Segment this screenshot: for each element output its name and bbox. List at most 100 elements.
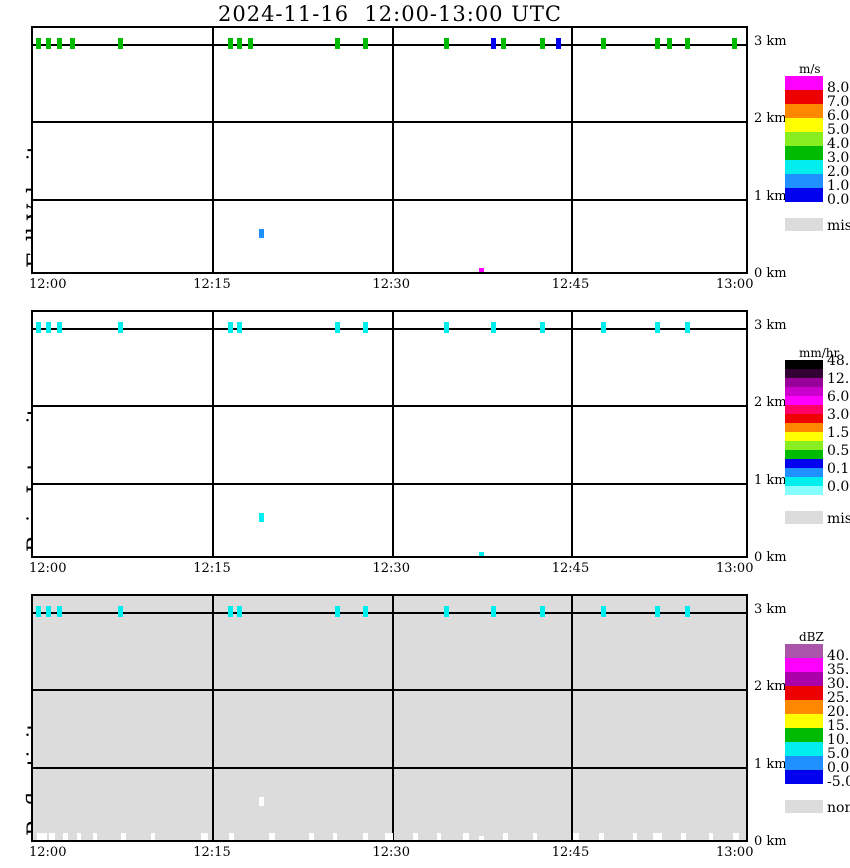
data-mark bbox=[335, 606, 341, 617]
x-tick-rain-intensity-4: 13:00 bbox=[716, 561, 754, 576]
colorbar-tick-rain-intensity-3: 3.0 bbox=[827, 407, 850, 423]
data-mark bbox=[443, 606, 449, 617]
colorbar-reflectivity: 40.035.030.025.020.015.010.05.00.0-5.0 no… bbox=[785, 644, 850, 818]
data-mark bbox=[655, 38, 661, 49]
gridline-h-2km bbox=[33, 405, 746, 407]
data-mark bbox=[117, 606, 123, 617]
colorbar-tick-reflectivity-4: 20.0 bbox=[827, 704, 850, 720]
bottom-gap-14 bbox=[413, 833, 418, 840]
colorbar-tick-rain-intensity-5: 0.5 bbox=[827, 443, 850, 459]
x-tick-fall-velocity-1: 12:15 bbox=[193, 277, 231, 292]
x-tick-rain-intensity-3: 12:45 bbox=[551, 561, 590, 576]
colorbar-unit-fall-velocity: m/s bbox=[799, 62, 821, 76]
colorbar-tick-reflectivity-8: 0.0 bbox=[827, 760, 850, 776]
gridline-h-2km bbox=[33, 689, 746, 691]
colorbar-tick-fall-velocity-2: 6.0 bbox=[827, 108, 850, 124]
y-tick-rain-intensity-2: 1 km bbox=[754, 472, 787, 488]
colorbar-tick-reflectivity-7: 5.0 bbox=[827, 746, 850, 762]
data-mark bbox=[56, 38, 62, 49]
data-mark bbox=[539, 606, 545, 617]
gridline-h-3km bbox=[33, 611, 746, 614]
bottom-gap-8 bbox=[229, 833, 234, 840]
gridline-v-30min bbox=[391, 28, 394, 272]
x-tick-fall-velocity-2: 12:30 bbox=[372, 277, 410, 292]
x-tick-reflectivity-1: 12:15 bbox=[193, 845, 231, 860]
data-mark bbox=[478, 551, 484, 556]
data-mark bbox=[490, 322, 496, 333]
colorbar-tick-rain-intensity-7: 0.0 bbox=[827, 479, 850, 495]
bottom-gap-24 bbox=[709, 833, 713, 840]
colorbar-tick-rain-intensity-2: 6.0 bbox=[827, 389, 850, 405]
gridline-h-3km bbox=[33, 43, 746, 46]
x-tick-reflectivity-3: 12:45 bbox=[551, 845, 590, 860]
y-tick-fall-velocity-2: 1 km bbox=[754, 188, 787, 204]
data-mark bbox=[685, 38, 691, 49]
colorbar-band bbox=[785, 414, 823, 423]
data-mark bbox=[443, 38, 449, 49]
colorbar-tick-rain-intensity-1: 12.0 bbox=[827, 371, 850, 387]
y-tick-fall-velocity-3: 0 km bbox=[754, 266, 787, 281]
colorbar-unit-reflectivity: dBZ bbox=[799, 630, 824, 644]
data-mark bbox=[36, 606, 42, 617]
colorbar-missing-swatch-reflectivity bbox=[785, 800, 823, 813]
colorbar-band bbox=[785, 756, 823, 770]
data-mark bbox=[227, 606, 233, 617]
colorbar-missing-swatch-rain-intensity bbox=[785, 511, 823, 524]
colorbar-band bbox=[785, 644, 823, 658]
data-mark bbox=[685, 606, 691, 617]
colorbar-tick-fall-velocity-7: 1.0 bbox=[827, 178, 850, 194]
data-mark bbox=[556, 38, 562, 49]
gridline-h-1km bbox=[33, 482, 746, 485]
bottom-gap-12 bbox=[363, 833, 368, 840]
colorbar-tick-reflectivity-1: 35.0 bbox=[827, 662, 850, 678]
colorbar-missing-label-reflectivity: none bbox=[827, 800, 850, 816]
bottom-gap-16 bbox=[463, 833, 469, 840]
gridline-h-2km bbox=[33, 121, 746, 123]
bottom-gap-2 bbox=[63, 833, 68, 840]
x-tick-reflectivity-4: 13:00 bbox=[716, 845, 754, 860]
colorbar-unit-rain-intensity: mm/hr bbox=[799, 346, 840, 360]
x-tick-rain-intensity-2: 12:30 bbox=[372, 561, 410, 576]
x-tick-rain-intensity-1: 12:15 bbox=[193, 561, 231, 576]
colorbar-band bbox=[785, 118, 823, 132]
bottom-gap-25 bbox=[733, 833, 739, 840]
data-mark bbox=[362, 38, 368, 49]
data-mark bbox=[600, 38, 606, 49]
y-tick-reflectivity-2: 1 km bbox=[754, 756, 787, 772]
gridline-v-45min bbox=[570, 28, 573, 272]
colorbar-rain-intensity: 48.0 12.0 6.0 3.0 1.5 0.5 0.1 0.0 miss bbox=[785, 354, 850, 529]
colorbar-band bbox=[785, 146, 823, 160]
data-mark bbox=[36, 38, 42, 49]
colorbar-band bbox=[785, 742, 823, 756]
colorbar-tick-reflectivity-9: -5.0 bbox=[827, 774, 850, 790]
data-mark bbox=[46, 322, 52, 333]
data-mark bbox=[443, 322, 449, 333]
bottom-gap-22 bbox=[653, 833, 662, 840]
colorbar-tick-reflectivity-5: 15.0 bbox=[827, 718, 850, 734]
bottom-gap-20 bbox=[599, 833, 604, 840]
data-mark bbox=[46, 38, 52, 49]
colorbar-band bbox=[785, 132, 823, 146]
gridline-v-15min bbox=[212, 312, 215, 556]
data-mark bbox=[258, 228, 264, 238]
data-mark bbox=[478, 835, 484, 840]
colorbar-tick-fall-velocity-0: 8.0 bbox=[827, 80, 850, 96]
x-tick-reflectivity-0: 12:00 bbox=[29, 845, 67, 860]
colorbar-missing-label-fall-velocity: miss bbox=[827, 218, 850, 234]
colorbar-band bbox=[785, 672, 823, 686]
bottom-gap-5 bbox=[121, 833, 126, 840]
bottom-gap-18 bbox=[533, 833, 537, 840]
data-mark bbox=[667, 38, 673, 49]
data-mark bbox=[335, 322, 341, 333]
data-mark bbox=[56, 322, 62, 333]
colorbar-band bbox=[785, 441, 823, 450]
data-mark bbox=[237, 322, 243, 333]
data-mark bbox=[36, 322, 42, 333]
colorbar-band bbox=[785, 387, 823, 396]
colorbar-band bbox=[785, 432, 823, 441]
colorbar-tick-reflectivity-2: 30.0 bbox=[827, 676, 850, 692]
data-mark bbox=[227, 322, 233, 333]
colorbar-missing-swatch-fall-velocity bbox=[785, 218, 823, 231]
colorbar-tick-fall-velocity-3: 5.0 bbox=[827, 122, 850, 138]
